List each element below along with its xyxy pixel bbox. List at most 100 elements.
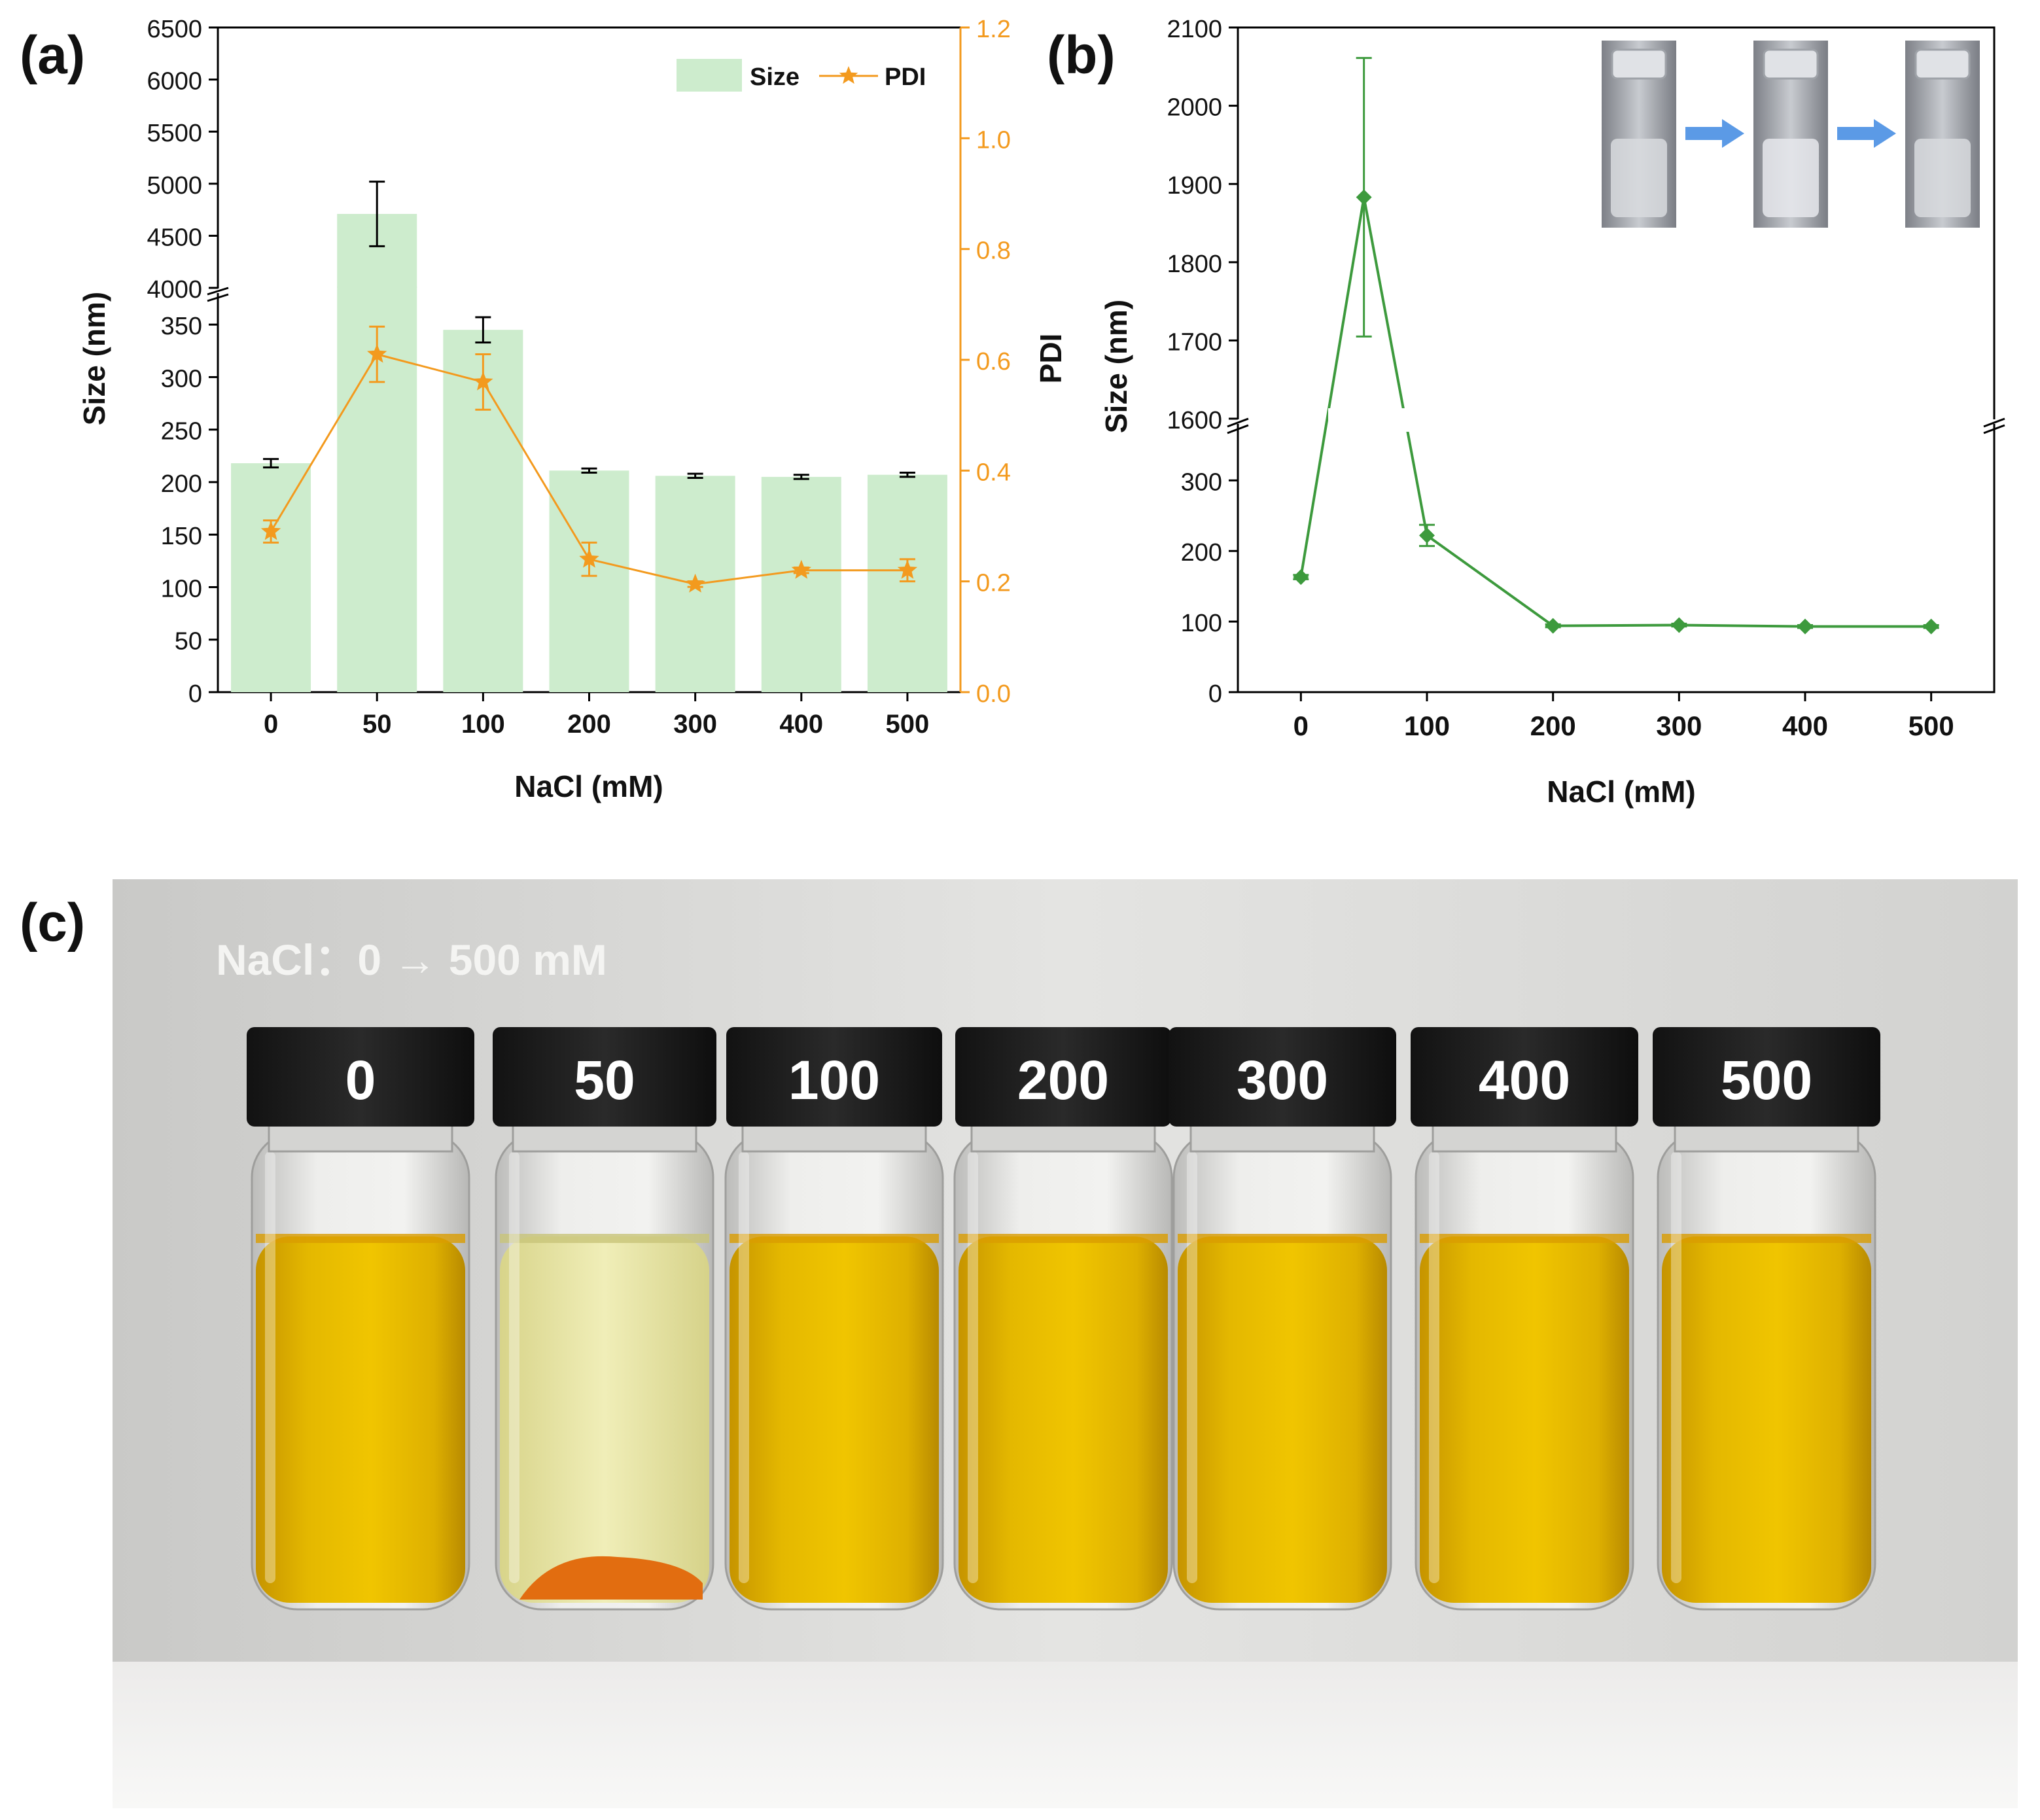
y-tick-label: 1900	[1167, 172, 1222, 200]
inset-vial-liquid	[1914, 139, 1971, 217]
pdi-star-marker	[685, 573, 705, 593]
vial-highlight	[739, 1151, 749, 1583]
y-tick-label: 6000	[147, 68, 202, 96]
y-right-tick-label: 1.2	[976, 16, 1011, 43]
vial: 300	[1169, 1027, 1396, 1611]
size-diamond-marker	[1293, 569, 1309, 586]
size-bar	[549, 470, 629, 692]
vial-liquid	[958, 1236, 1168, 1603]
y-tick-label: 5500	[147, 120, 202, 147]
y-tick-label: 350	[161, 313, 202, 340]
vial-highlight	[1671, 1151, 1681, 1583]
y-tick-label: 200	[1181, 539, 1222, 567]
y-tick-label: 4500	[147, 224, 202, 251]
vial-label: 0	[345, 1049, 376, 1111]
x-tick-label: 400	[1782, 710, 1828, 741]
y-tick-label: 4000	[147, 276, 202, 304]
y-tick-label: 300	[1181, 468, 1222, 496]
panel-b-plot: 0 100 200 300 1600 1700 1800 1900 2000 2100 0 100 20…	[1167, 16, 2005, 741]
x-tick-label: 500	[1908, 710, 1954, 741]
y-tick-label: 0	[188, 680, 202, 708]
legend-size-label: Size	[750, 63, 800, 91]
photo-shelf	[113, 1662, 2018, 1808]
y-tick-label: 50	[175, 628, 202, 656]
vial-neck	[741, 1124, 927, 1153]
vial-highlight	[1429, 1151, 1439, 1583]
axis-break-mark	[207, 293, 229, 302]
panel-b-x-label: NaCl (mM)	[1547, 775, 1695, 809]
y-tick-label: 2000	[1167, 94, 1222, 122]
vial-label: 300	[1237, 1049, 1328, 1111]
y-right-tick-label: 1.0	[976, 126, 1011, 154]
vial-label: 400	[1479, 1049, 1570, 1111]
vial-cap	[1411, 1027, 1638, 1127]
x-tick-label: 500	[886, 710, 930, 739]
plot-frame	[1237, 26, 1996, 693]
vial-meniscus	[1662, 1234, 1871, 1243]
vial-cap	[955, 1027, 1171, 1127]
y-tick-label: 150	[161, 523, 202, 550]
y-tick-label: 2100	[1167, 16, 1222, 43]
y-tick-label: 6500	[147, 16, 202, 43]
x-tick-label: 300	[1656, 710, 1702, 741]
legend-pdi-star	[839, 66, 858, 84]
vial-cap	[1169, 1027, 1396, 1127]
vial-meniscus	[730, 1234, 939, 1243]
vial-photo: 0 50 100 200 300 400 500 NaCl：0 → 500 mM	[113, 879, 2018, 1808]
x-tick-label: 200	[567, 710, 611, 739]
y-right-tick-label: 0.0	[976, 680, 1011, 708]
panel-a-x-label: NaCl (mM)	[514, 769, 663, 803]
size-diamond-marker	[1797, 618, 1813, 635]
inset-vial-neck	[1611, 48, 1667, 80]
panel-b: (b) 0 100 200 300 1600 1700 1800 1900 2000 2100 0 1…	[1047, 16, 2005, 809]
size-diamond-marker	[1671, 617, 1687, 633]
y-tick-label: 5000	[147, 172, 202, 200]
vial-neck	[268, 1124, 453, 1153]
y-tick-label: 200	[161, 470, 202, 498]
inset-vial-neck	[1914, 48, 1971, 80]
y-tick-label: 250	[161, 418, 202, 446]
panel-a-plot: 0501001502002503003504000450050005500600…	[147, 16, 1010, 739]
vial-meniscus	[1178, 1234, 1387, 1243]
inset-vial-liquid	[1611, 139, 1667, 217]
vial-meniscus	[958, 1234, 1168, 1243]
panel-b-letter: (b)	[1047, 26, 1116, 85]
vial-neck	[512, 1124, 697, 1153]
vial: 200	[953, 1027, 1173, 1611]
vial-liquid	[1662, 1236, 1871, 1603]
pdi-star-marker	[367, 343, 387, 363]
size-diamond-marker	[1419, 527, 1435, 544]
vial-neck	[1432, 1124, 1617, 1153]
vial-meniscus	[256, 1234, 465, 1243]
legend-size-swatch	[677, 59, 742, 92]
pdi-star-marker	[579, 548, 599, 568]
vial: 500	[1653, 1027, 1880, 1611]
pdi-star-marker	[897, 559, 918, 579]
vial-neck	[1189, 1124, 1375, 1153]
axis-break-mark	[1227, 424, 1249, 434]
vial-label: 500	[1721, 1049, 1812, 1111]
x-tick-label: 400	[779, 710, 823, 739]
vial-highlight	[1187, 1151, 1197, 1583]
vial-label: 50	[574, 1049, 635, 1111]
pdi-star-marker	[791, 559, 811, 579]
vial-cap	[247, 1027, 474, 1127]
vial: 100	[724, 1027, 944, 1611]
size-bar	[231, 463, 311, 692]
vial-neck	[1674, 1124, 1859, 1153]
photo-caption: NaCl：0 → 500 mM	[216, 936, 607, 984]
panel-a-letter: (a)	[20, 26, 85, 85]
axis-break-mark	[1983, 417, 2005, 428]
vial-liquid	[1420, 1236, 1629, 1603]
y-tick-label: 1700	[1167, 328, 1222, 356]
vial-highlight	[968, 1151, 978, 1583]
x-tick-label: 100	[1404, 710, 1450, 741]
vial: 400	[1411, 1027, 1638, 1611]
y-right-tick-label: 0.8	[976, 237, 1011, 265]
legend-pdi-label: PDI	[885, 63, 926, 91]
x-tick-label: 50	[362, 710, 392, 739]
pdi-star-marker	[260, 521, 281, 540]
size-bar	[761, 476, 841, 692]
y-tick-label: 0	[1208, 680, 1222, 708]
y-right-tick-label: 0.2	[976, 570, 1011, 597]
